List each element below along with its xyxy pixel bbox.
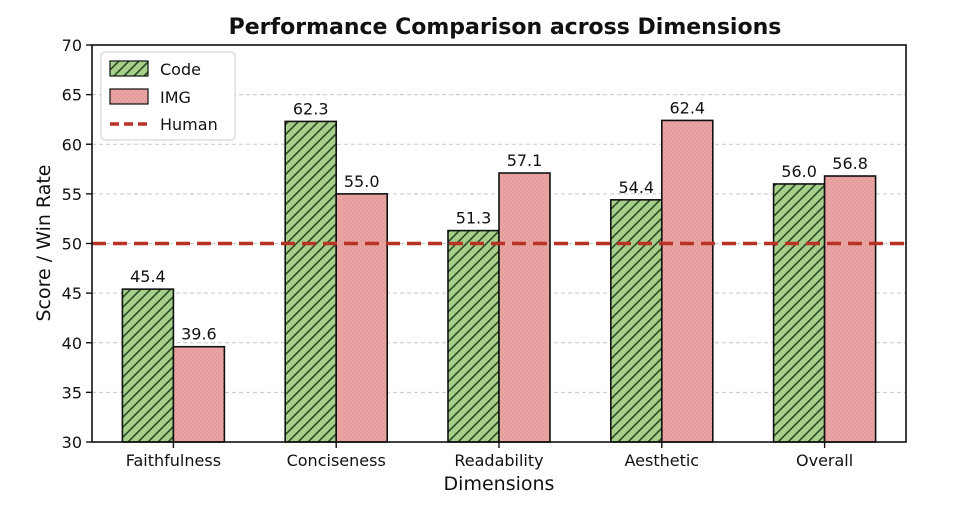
data-label-img: 55.0 (344, 172, 380, 191)
data-label-code: 54.4 (618, 178, 654, 197)
legend-swatch-img (109, 88, 149, 105)
y-tick-label: 45 (62, 284, 82, 303)
x-tick-label: Aesthetic (624, 451, 699, 470)
bar-code (772, 183, 826, 443)
x-tick-label: Conciseness (287, 451, 386, 470)
x-axis-ticks: Faithfulness Conciseness Readability Aesthe… (126, 442, 853, 470)
x-tick-label: Faithfulness (126, 451, 221, 470)
data-label-img: 56.8 (832, 154, 868, 173)
legend: Code IMG Human (100, 51, 236, 141)
y-tick-label: 70 (62, 36, 82, 55)
bar-img (823, 175, 877, 443)
y-tick-label: 30 (62, 433, 82, 452)
y-axis-label: Score / Win Rate (33, 165, 55, 322)
legend-swatch-code (109, 60, 149, 77)
bar-img (498, 172, 551, 443)
data-label-img: 57.1 (507, 151, 543, 170)
data-labels: 45.4 39.6 62.3 55.0 51.3 57.1 54.4 62.4 56.0 56.8 (130, 98, 868, 343)
data-label-code: 62.3 (293, 99, 329, 118)
y-tick-label: 35 (62, 383, 82, 402)
bars (121, 119, 877, 443)
legend-label-code: Code (160, 60, 201, 79)
x-axis-label: Dimensions (444, 473, 555, 495)
legend-label-img: IMG (160, 88, 191, 107)
bar-img (172, 345, 226, 443)
bar-code (284, 120, 338, 443)
bar-code (447, 229, 500, 443)
y-tick-label: 65 (62, 86, 82, 105)
y-tick-label: 40 (62, 334, 82, 353)
y-tick-label: 60 (62, 135, 82, 154)
data-label-code: 45.4 (130, 267, 166, 286)
x-tick-label: Readability (454, 451, 543, 470)
bar-code (609, 199, 663, 443)
bar-img (335, 193, 389, 443)
data-label-code: 56.0 (781, 162, 817, 181)
y-tick-label: 50 (62, 235, 82, 254)
y-tick-label: 55 (62, 185, 82, 204)
x-tick-label: Overall (796, 451, 853, 470)
bar-code (121, 288, 175, 443)
legend-label-human: Human (160, 115, 218, 134)
y-axis-ticks: 30 35 40 45 50 55 60 65 70 (62, 36, 92, 452)
data-label-img: 62.4 (669, 98, 705, 117)
data-label-img: 39.6 (181, 325, 217, 344)
data-label-code: 51.3 (456, 209, 492, 228)
chart-title: Performance Comparison across Dimensions (229, 15, 782, 40)
bar-img (660, 119, 714, 443)
